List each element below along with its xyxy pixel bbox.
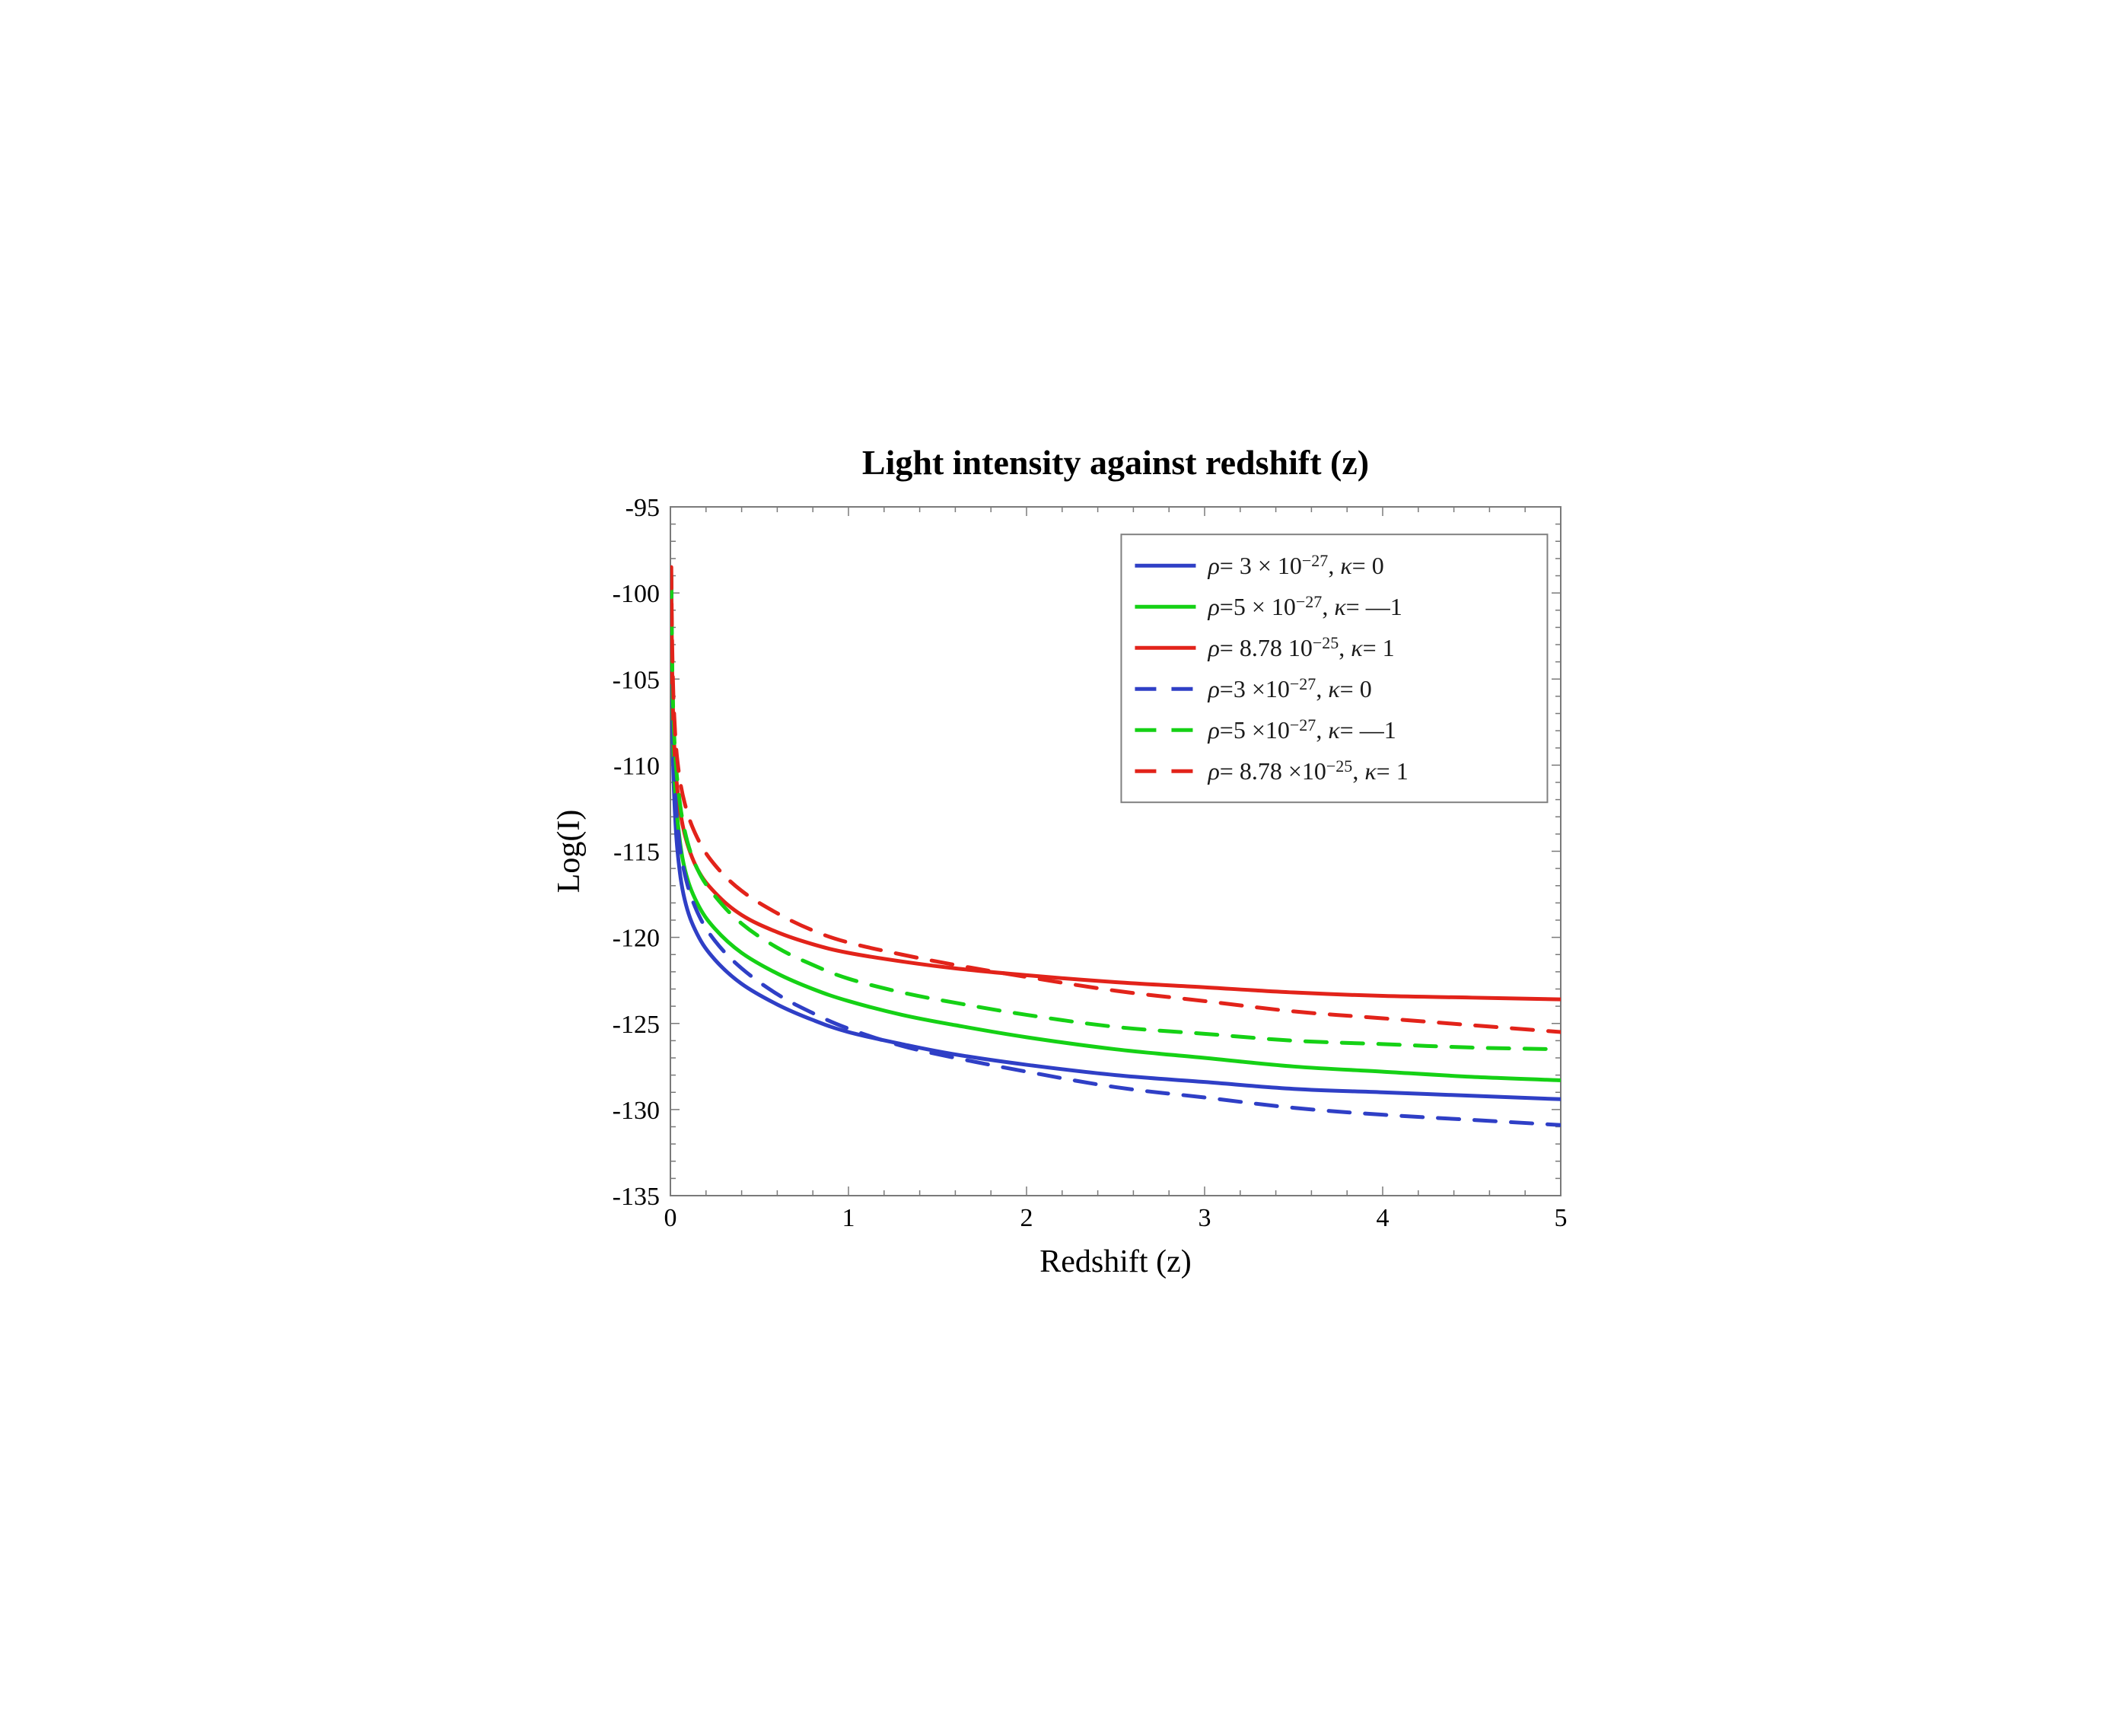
y-tick-label: -105 bbox=[612, 666, 659, 694]
y-tick-label: -120 bbox=[612, 924, 659, 952]
x-tick-label: 3 bbox=[1198, 1204, 1211, 1232]
legend-label: ρ= 3 × 10−27, κ= 0 bbox=[1207, 551, 1383, 579]
x-axis-label: Redshift (z) bbox=[1039, 1244, 1191, 1279]
x-tick-label: 5 bbox=[1554, 1204, 1567, 1232]
y-tick-label: -135 bbox=[612, 1183, 659, 1211]
chart-title: Light intensity against redshift (z) bbox=[861, 443, 1368, 482]
x-tick-label: 1 bbox=[842, 1204, 855, 1232]
y-tick-label: -110 bbox=[613, 752, 659, 780]
y-tick-label: -115 bbox=[613, 838, 659, 866]
line-chart: Light intensity against redshift (z) 0 1 2 3… bbox=[530, 435, 1588, 1302]
y-tick-label: -125 bbox=[612, 1010, 659, 1038]
chart-container: Light intensity against redshift (z) 0 1 2 3… bbox=[530, 435, 1588, 1302]
y-tick-label: -130 bbox=[612, 1096, 659, 1124]
x-tick-label: 0 bbox=[664, 1204, 676, 1232]
legend-label: ρ=3 ×10−27, κ= 0 bbox=[1207, 674, 1371, 702]
y-axis-label: Log(I) bbox=[552, 809, 587, 893]
x-tick-label: 2 bbox=[1020, 1204, 1033, 1232]
x-tick-label: 4 bbox=[1376, 1204, 1389, 1232]
legend-label: ρ= 8.78 ×10−25, κ= 1 bbox=[1207, 757, 1408, 785]
legend-label: ρ= 8.78 10−25, κ= 1 bbox=[1207, 633, 1394, 661]
y-tick-label: -100 bbox=[612, 580, 659, 608]
y-tick-label: -95 bbox=[625, 494, 659, 522]
